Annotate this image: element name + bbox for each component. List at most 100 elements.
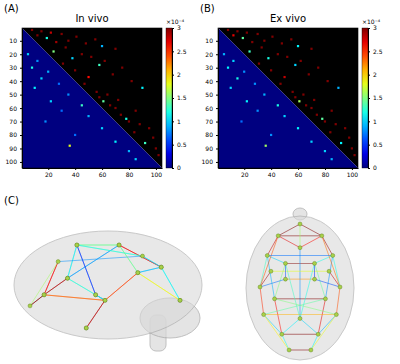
edge <box>275 299 282 334</box>
tick-mark <box>216 54 218 55</box>
tick: 10 <box>205 37 218 44</box>
cell <box>81 104 83 106</box>
tick-label: 50 <box>9 91 17 98</box>
panel-label: (A) <box>4 3 19 14</box>
edge <box>278 224 300 236</box>
cell <box>61 110 63 112</box>
edge <box>285 263 300 318</box>
node <box>269 269 273 273</box>
cell <box>148 127 150 129</box>
edge <box>86 300 105 328</box>
node <box>283 261 287 265</box>
tick-mark <box>368 145 370 146</box>
cell <box>55 41 57 43</box>
cell <box>133 131 135 133</box>
cell <box>232 34 234 36</box>
cell <box>310 107 312 109</box>
cell <box>109 104 111 106</box>
cell <box>316 114 318 116</box>
background-cells <box>22 28 162 168</box>
node <box>117 243 121 247</box>
cell <box>308 73 310 75</box>
edge <box>260 279 285 287</box>
cell <box>135 158 137 160</box>
cell <box>135 110 137 112</box>
y-axis: 102030405060708090100 <box>6 29 23 169</box>
tick: 20 <box>205 51 218 58</box>
tick-label: 3 <box>373 24 377 31</box>
tick-label: 60 <box>99 171 107 178</box>
node <box>136 271 140 275</box>
cell <box>331 158 333 160</box>
tick-label: 90 <box>205 145 213 152</box>
edge <box>138 267 161 273</box>
tick-label: 40 <box>205 78 213 85</box>
cell <box>98 64 100 66</box>
cell <box>65 46 67 48</box>
colorbar-axis: 00.511.522.53 <box>368 24 383 171</box>
cell <box>44 120 46 122</box>
node <box>28 304 32 308</box>
tick-mark <box>368 75 370 76</box>
edge <box>138 273 180 301</box>
tick: 80 <box>126 168 134 178</box>
node <box>159 265 163 269</box>
axis-line <box>22 29 23 169</box>
tick-label: 0.5 <box>177 141 187 148</box>
tick-label: 80 <box>9 131 17 138</box>
cell <box>46 37 48 39</box>
edge <box>30 295 44 306</box>
cell <box>31 29 33 31</box>
node <box>287 348 291 352</box>
node <box>327 269 331 273</box>
tick-label: 0 <box>177 164 181 171</box>
cell <box>310 141 312 143</box>
tick-label: 100 <box>6 158 18 165</box>
cell <box>131 80 133 82</box>
tick: 0.5 <box>172 141 187 148</box>
cell <box>337 87 339 89</box>
tick-mark <box>244 168 245 170</box>
node <box>103 298 107 302</box>
cell <box>348 137 350 139</box>
cell <box>353 154 355 156</box>
axis-line <box>172 29 173 169</box>
edge <box>68 278 106 300</box>
brain-outline <box>14 231 202 339</box>
edge <box>300 236 322 248</box>
cell <box>265 145 267 147</box>
tick: 0 <box>368 164 377 171</box>
edge <box>77 245 96 295</box>
cell <box>128 120 130 122</box>
cell <box>297 45 299 47</box>
tick-mark <box>368 168 370 169</box>
edge <box>300 263 315 318</box>
edge <box>282 334 318 335</box>
tick-mark <box>368 121 370 122</box>
tick-mark <box>216 68 218 69</box>
node <box>42 293 46 297</box>
cell <box>75 36 77 38</box>
node <box>103 298 107 302</box>
cell <box>286 56 288 58</box>
cell <box>292 91 294 93</box>
tick-label: 100 <box>347 171 359 178</box>
edge <box>267 255 332 256</box>
cell <box>310 48 312 50</box>
edge <box>314 263 315 279</box>
edge <box>318 299 325 334</box>
cell <box>302 93 304 95</box>
cell <box>248 50 250 52</box>
cell <box>121 67 123 69</box>
edge <box>119 245 138 273</box>
cell <box>281 42 283 44</box>
cell <box>321 118 323 120</box>
cell <box>62 63 64 65</box>
cell <box>298 100 300 102</box>
cell <box>98 96 100 98</box>
node <box>283 277 287 281</box>
edge <box>77 245 119 246</box>
tick: 60 <box>9 105 22 112</box>
edge <box>300 319 318 335</box>
edge <box>77 245 96 295</box>
